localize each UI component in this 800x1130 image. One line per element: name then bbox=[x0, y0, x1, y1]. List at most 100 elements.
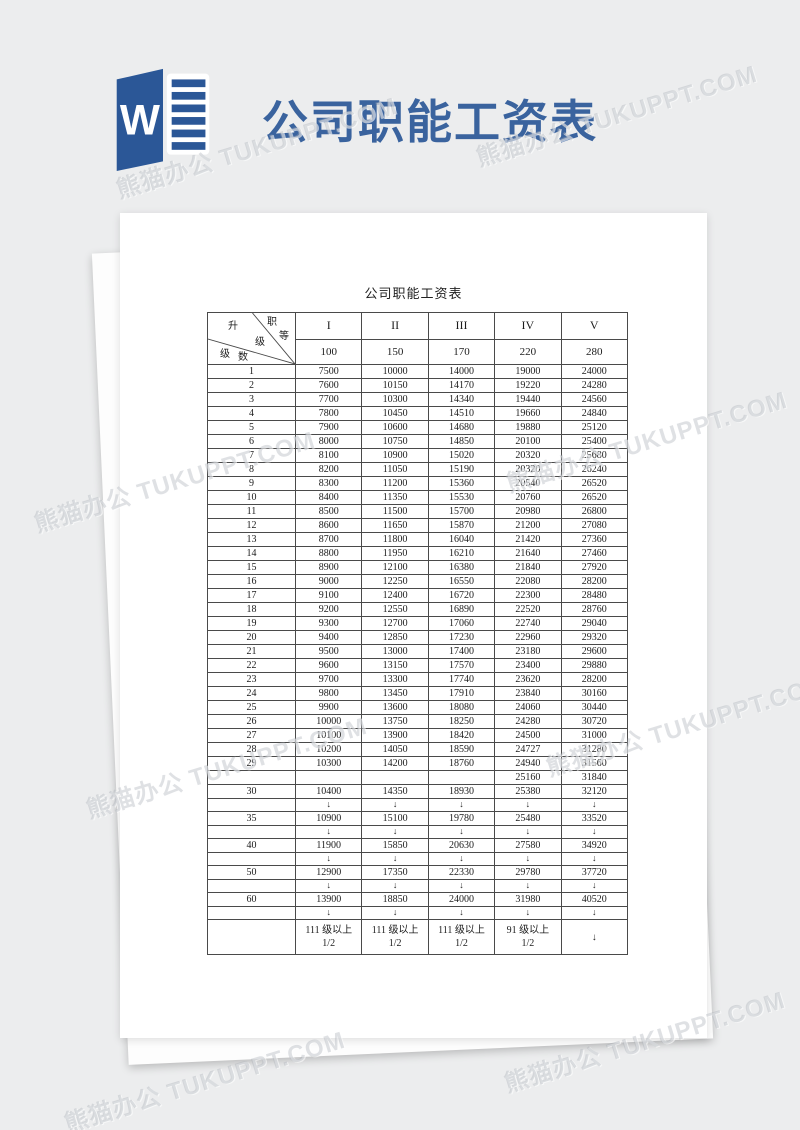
table-row: 21 9500 13000 17400 23180 29600 bbox=[207, 644, 628, 659]
cell: 20320 bbox=[494, 448, 562, 463]
cell: 9100 bbox=[294, 588, 363, 603]
cell: 10300 bbox=[361, 392, 429, 407]
corner-label-zhi: 职 bbox=[267, 317, 277, 328]
column-header: II bbox=[361, 312, 429, 340]
cell: ↓ bbox=[294, 825, 363, 839]
cell: 13300 bbox=[361, 672, 429, 687]
cell: 33520 bbox=[560, 811, 628, 826]
cell: 20100 bbox=[494, 434, 562, 449]
cell: 12700 bbox=[361, 616, 429, 631]
cell: ↓ bbox=[494, 879, 562, 893]
row-label bbox=[207, 879, 296, 893]
cell: 10900 bbox=[361, 448, 429, 463]
row-label: 40 bbox=[207, 838, 296, 853]
table-row: 1 7500 10000 14000 19000 24000 bbox=[207, 364, 628, 379]
cell: 20630 bbox=[427, 838, 496, 853]
cell: 22080 bbox=[494, 574, 562, 589]
cell: 8500 bbox=[294, 504, 363, 519]
cell: 9400 bbox=[294, 630, 363, 645]
table-row: 60 13900 18850 24000 31980 40520 bbox=[207, 892, 628, 907]
arrow-row: ↓ ↓ ↓ ↓ ↓ bbox=[207, 825, 628, 839]
cell: 7600 bbox=[294, 378, 363, 393]
cell: 11350 bbox=[361, 490, 429, 505]
cell: 28200 bbox=[560, 574, 628, 589]
cell: 11050 bbox=[361, 462, 429, 477]
cell: 10900 bbox=[294, 811, 363, 826]
cell: 15100 bbox=[361, 811, 429, 826]
corner-label-ji-mid: 级 bbox=[255, 337, 265, 348]
cell: ↓ bbox=[427, 879, 496, 893]
table-row: 4 7800 10450 14510 19660 24840 bbox=[207, 406, 628, 421]
cell: 15020 bbox=[427, 448, 496, 463]
cell: ↓ bbox=[361, 852, 429, 866]
word-icon: W bbox=[116, 68, 210, 172]
cell: 22740 bbox=[494, 616, 562, 631]
row-label: 29 bbox=[207, 756, 296, 771]
cell: 27460 bbox=[560, 546, 628, 561]
cell: 27920 bbox=[560, 560, 628, 575]
cell: 18930 bbox=[427, 784, 496, 799]
cell: 22960 bbox=[494, 630, 562, 645]
table-row: 29 10300 14200 18760 24940 31560 bbox=[207, 756, 628, 771]
cell: 10600 bbox=[361, 420, 429, 435]
cell: 19660 bbox=[494, 406, 562, 421]
row-label: 4 bbox=[207, 406, 296, 421]
table-row: 28 10200 14050 18590 24727 31280 bbox=[207, 742, 628, 757]
cell: 12550 bbox=[361, 602, 429, 617]
cell: 14510 bbox=[427, 406, 496, 421]
corner-label-shu: 数 bbox=[238, 352, 248, 363]
cell: 21420 bbox=[494, 532, 562, 547]
cell: 30720 bbox=[560, 714, 628, 729]
cell: 29040 bbox=[560, 616, 628, 631]
table-row: 2 7600 10150 14170 19220 24280 bbox=[207, 378, 628, 393]
table-row: 12 8600 11650 15870 21200 27080 bbox=[207, 518, 628, 533]
row-label bbox=[207, 852, 296, 866]
row-label: 2 bbox=[207, 378, 296, 393]
table-row: 50 12900 17350 22330 29780 37720 bbox=[207, 865, 628, 880]
row-label: 9 bbox=[207, 476, 296, 491]
cell: 17230 bbox=[427, 630, 496, 645]
table-row: 25160 31840 bbox=[207, 770, 628, 785]
cell: 31000 bbox=[560, 728, 628, 743]
cell: 15700 bbox=[427, 504, 496, 519]
cell: 111 级以上 1/2 bbox=[361, 919, 429, 955]
cell: 18080 bbox=[427, 700, 496, 715]
row-label: 3 bbox=[207, 392, 296, 407]
table-row: 24 9800 13450 17910 23840 30160 bbox=[207, 686, 628, 701]
cell: 14850 bbox=[427, 434, 496, 449]
table-row: 23 9700 13300 17740 23620 28200 bbox=[207, 672, 628, 687]
cell: 8200 bbox=[294, 462, 363, 477]
cell: 17740 bbox=[427, 672, 496, 687]
cell: 14050 bbox=[361, 742, 429, 757]
cell: 15850 bbox=[361, 838, 429, 853]
arrow-row: ↓ ↓ ↓ ↓ ↓ bbox=[207, 879, 628, 893]
cell: 8600 bbox=[294, 518, 363, 533]
cell: 15190 bbox=[427, 462, 496, 477]
document-title: 公司职能工资表 bbox=[364, 286, 463, 301]
column-header: III bbox=[427, 312, 496, 340]
cell: ↓ bbox=[427, 852, 496, 866]
cell: 19880 bbox=[494, 420, 562, 435]
cell: 31560 bbox=[560, 756, 628, 771]
cell bbox=[427, 770, 496, 785]
cell: 22330 bbox=[427, 865, 496, 880]
cell: 24000 bbox=[560, 364, 628, 379]
header-row-grades: 升 职 等 级 级 数 I II III IV V bbox=[207, 312, 628, 365]
cell: 10150 bbox=[361, 378, 429, 393]
corner-label-ji-bl: 级 bbox=[220, 349, 230, 360]
cell: 24500 bbox=[494, 728, 562, 743]
cell: 11500 bbox=[361, 504, 429, 519]
cell: 7500 bbox=[294, 364, 363, 379]
cell: 10400 bbox=[294, 784, 363, 799]
cell: 13600 bbox=[361, 700, 429, 715]
row-label: 10 bbox=[207, 490, 296, 505]
cell: 9700 bbox=[294, 672, 363, 687]
document-page: 公司职能工资表 升 职 等 级 级 bbox=[120, 213, 707, 1038]
row-label: 7 bbox=[207, 448, 296, 463]
cell: 31980 bbox=[494, 892, 562, 907]
cell: 15360 bbox=[427, 476, 496, 491]
row-label: 1 bbox=[207, 364, 296, 379]
cell: ↓ bbox=[494, 825, 562, 839]
table-row: 5 7900 10600 14680 19880 25120 bbox=[207, 420, 628, 435]
cell: 40520 bbox=[560, 892, 628, 907]
